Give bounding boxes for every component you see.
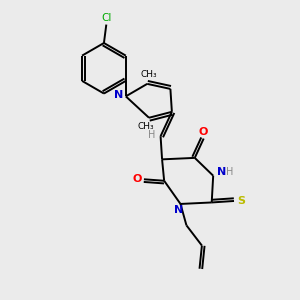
Text: Cl: Cl <box>101 13 112 23</box>
Text: N: N <box>217 167 226 177</box>
Text: H: H <box>148 130 155 140</box>
Text: O: O <box>199 127 208 137</box>
Text: CH₃: CH₃ <box>140 70 157 80</box>
Text: N: N <box>114 90 123 100</box>
Text: O: O <box>133 174 142 184</box>
Text: S: S <box>237 196 245 206</box>
Text: N: N <box>174 206 184 215</box>
Text: H: H <box>226 167 233 177</box>
Text: CH₃: CH₃ <box>138 122 154 130</box>
